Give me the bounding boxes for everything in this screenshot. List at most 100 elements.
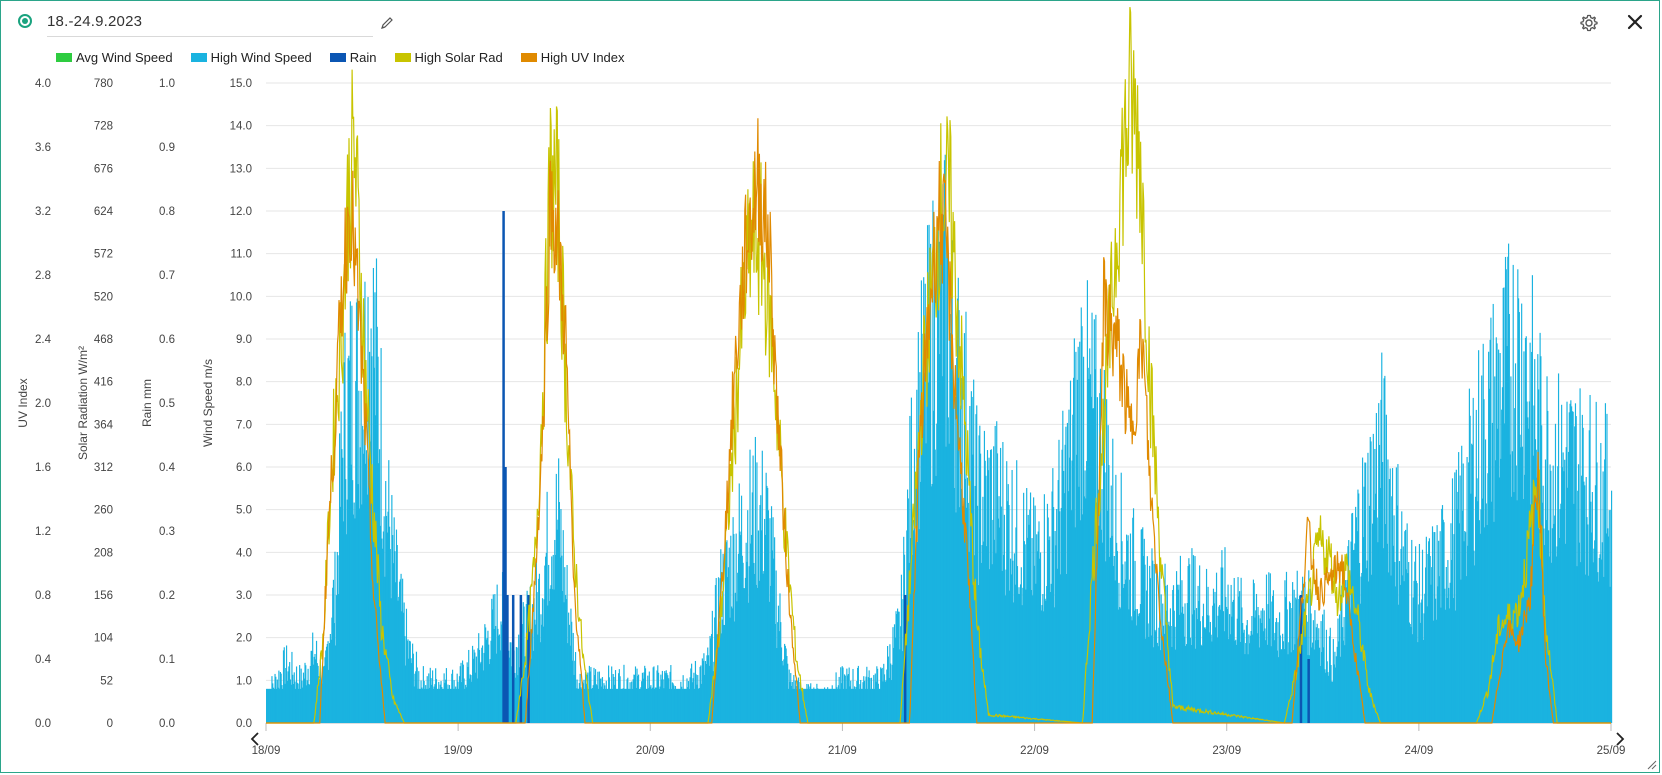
- wind-bar: [1313, 649, 1315, 723]
- wind-bar: [463, 678, 465, 723]
- y-tick-label: 9.0: [236, 334, 252, 346]
- wind-bar: [883, 674, 886, 723]
- wind-bar: [724, 540, 727, 723]
- wind-bar: [272, 687, 275, 723]
- wind-bar: [1478, 520, 1480, 723]
- legend-item-solar[interactable]: High Solar Rad: [394, 48, 503, 66]
- wind-bar: [442, 688, 444, 723]
- wind-bar: [554, 539, 556, 723]
- wind-bar: [1332, 681, 1334, 723]
- wind-bar: [1576, 566, 1578, 723]
- wind-bar: [1159, 650, 1162, 723]
- wind-bar: [580, 687, 582, 723]
- wind-bar: [956, 298, 959, 723]
- wind-bar: [548, 600, 551, 723]
- y-tick-label: 728: [94, 121, 113, 133]
- wind-bar: [900, 626, 902, 723]
- wind-bar: [955, 512, 957, 723]
- y-tick-label: 11.0: [230, 249, 252, 261]
- wind-bar: [480, 661, 482, 723]
- wind-bar: [1380, 399, 1382, 723]
- wind-bar: [1245, 625, 1248, 723]
- wind-bar: [377, 356, 379, 723]
- legend-item-high-wind[interactable]: High Wind Speed: [190, 48, 312, 66]
- legend-item-avg-wind[interactable]: Avg Wind Speed: [56, 48, 173, 66]
- wind-bar: [372, 267, 374, 723]
- wind-bar: [617, 688, 619, 723]
- wind-bar: [858, 688, 860, 723]
- wind-bar: [1361, 457, 1364, 723]
- wind-bar: [878, 688, 880, 723]
- wind-bar: [719, 578, 721, 723]
- wind-bar: [460, 662, 462, 723]
- wind-bar: [355, 302, 358, 723]
- wind-bar: [950, 333, 952, 723]
- legend-item-uv[interactable]: High UV Index: [520, 48, 625, 66]
- legend-item-rain[interactable]: Rain: [329, 48, 377, 66]
- wind-bar: [1055, 545, 1057, 723]
- gear-icon[interactable]: [1579, 13, 1599, 33]
- wind-bar: [707, 655, 710, 723]
- wind-bar: [1339, 656, 1341, 723]
- wind-bar: [954, 396, 956, 723]
- wind-bar: [634, 674, 636, 723]
- wind-bar: [1578, 542, 1580, 723]
- wind-bar: [757, 530, 760, 723]
- y-tick-label: 13.0: [230, 163, 252, 175]
- wind-bar: [758, 580, 760, 723]
- status-indicator-icon[interactable]: [18, 14, 32, 28]
- wind-bar: [1202, 616, 1204, 723]
- pencil-icon[interactable]: [379, 15, 395, 31]
- wind-bar: [1132, 517, 1134, 723]
- wind-bar: [1318, 628, 1320, 723]
- wind-bar: [1593, 548, 1595, 723]
- wind-bar: [710, 638, 712, 723]
- wind-bar: [1219, 609, 1221, 723]
- close-icon[interactable]: [1626, 13, 1644, 31]
- wind-bar: [867, 688, 869, 723]
- wind-bar: [561, 590, 564, 723]
- wind-bar: [625, 688, 627, 723]
- wind-bar: [406, 640, 408, 723]
- chevron-right-icon[interactable]: [1616, 732, 1625, 746]
- wind-bar: [670, 665, 672, 723]
- wind-bar: [847, 673, 849, 723]
- wind-bar: [792, 688, 794, 723]
- wind-bar: [647, 688, 650, 723]
- wind-bar: [1501, 409, 1503, 723]
- wind-bar: [827, 687, 829, 723]
- wind-bar: [949, 314, 951, 723]
- wind-bar: [963, 518, 965, 723]
- wind-bar: [1169, 608, 1172, 723]
- wind-bar: [1208, 615, 1210, 723]
- wind-bar: [999, 447, 1002, 723]
- legend-swatch: [394, 52, 411, 62]
- wind-bar: [606, 688, 608, 723]
- wind-bar: [500, 621, 502, 723]
- resize-grip-icon[interactable]: [1645, 758, 1657, 770]
- wind-bar: [646, 688, 648, 723]
- wind-bar: [696, 684, 698, 723]
- wind-bar: [1281, 649, 1283, 723]
- wind-bar: [376, 326, 378, 723]
- y-tick-label: 468: [94, 334, 113, 346]
- y-tick-label: 0.0: [35, 718, 51, 730]
- wind-bar: [860, 680, 862, 723]
- date-range-title[interactable]: 18.-24.9.2023: [47, 13, 143, 30]
- y-tick-label: 156: [94, 590, 113, 602]
- wind-bar: [1523, 351, 1525, 723]
- wind-bar: [853, 688, 855, 723]
- wind-bar: [684, 688, 687, 723]
- wind-bar: [893, 624, 896, 723]
- wind-bar: [631, 688, 634, 723]
- wind-bar: [438, 688, 441, 723]
- y-tick-label: 0.3: [159, 526, 175, 538]
- wind-bar: [1274, 632, 1276, 723]
- legend-swatch: [56, 52, 72, 62]
- wind-bar: [1395, 467, 1397, 723]
- wind-bar: [1425, 567, 1427, 723]
- wind-bar: [282, 688, 284, 723]
- chevron-left-icon[interactable]: [250, 732, 259, 746]
- wind-bar: [1193, 610, 1195, 723]
- wind-bar: [1469, 415, 1471, 723]
